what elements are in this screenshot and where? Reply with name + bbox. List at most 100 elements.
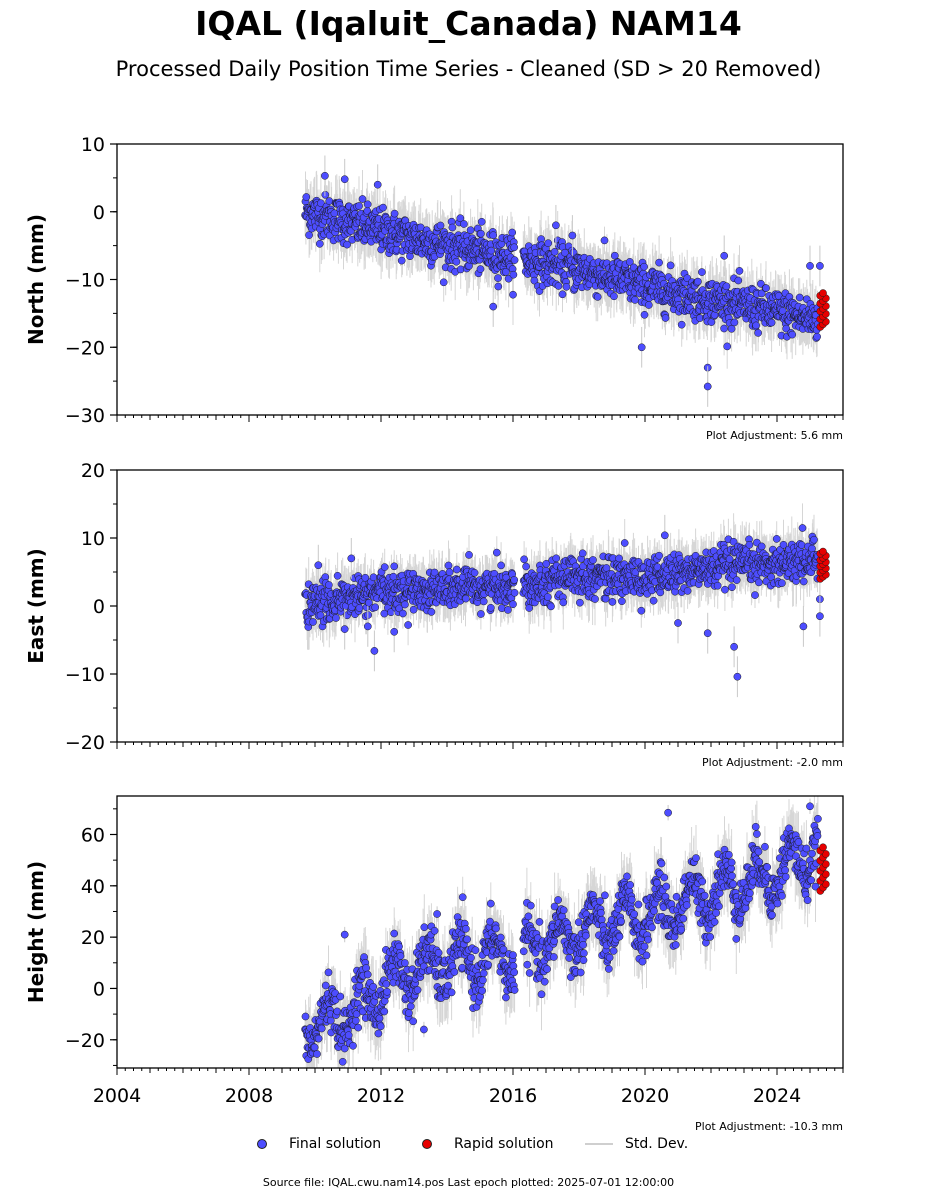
final-point bbox=[462, 924, 470, 933]
final-point bbox=[314, 561, 323, 570]
x-tick-label: 2024 bbox=[753, 1085, 801, 1107]
final-point bbox=[460, 220, 468, 228]
final-point bbox=[333, 1007, 342, 1016]
final-point bbox=[395, 942, 403, 951]
final-point bbox=[309, 618, 317, 626]
final-point bbox=[617, 917, 625, 926]
final-point bbox=[519, 947, 528, 956]
final-point bbox=[508, 228, 517, 237]
final-point bbox=[754, 329, 762, 337]
final-point bbox=[727, 324, 736, 333]
final-point bbox=[732, 576, 741, 584]
final-point bbox=[808, 544, 816, 553]
final-point bbox=[814, 814, 822, 823]
final-point bbox=[729, 880, 738, 888]
final-point bbox=[497, 561, 505, 570]
final-point bbox=[486, 899, 495, 908]
final-point bbox=[510, 243, 519, 252]
chart-title: IQAL (Iqaluit_Canada) NAM14 bbox=[195, 4, 742, 43]
final-point bbox=[816, 612, 824, 621]
final-point bbox=[649, 596, 658, 605]
final-point bbox=[618, 597, 626, 606]
legend-std: Std. Dev. bbox=[585, 1136, 688, 1152]
final-point bbox=[467, 953, 475, 962]
final-point bbox=[479, 976, 487, 985]
final-point bbox=[794, 838, 803, 846]
final-point bbox=[620, 539, 629, 547]
y-tick-label: −10 bbox=[65, 270, 105, 292]
final-point bbox=[703, 382, 712, 391]
final-point bbox=[494, 282, 503, 291]
final-point bbox=[509, 290, 517, 299]
final-point bbox=[525, 969, 534, 977]
y-axis-label: East (mm) bbox=[24, 548, 48, 664]
final-point bbox=[520, 555, 528, 564]
final-point bbox=[354, 1023, 363, 1032]
y-tick-label: 10 bbox=[81, 528, 105, 550]
final-point bbox=[558, 290, 567, 299]
final-point bbox=[321, 171, 329, 180]
final-point bbox=[340, 1044, 349, 1053]
final-point bbox=[456, 214, 465, 223]
final-point bbox=[733, 672, 742, 681]
final-point bbox=[625, 258, 634, 266]
final-point bbox=[452, 257, 461, 266]
final-point bbox=[390, 562, 399, 571]
final-point bbox=[674, 619, 682, 627]
final-point bbox=[477, 229, 485, 238]
final-point bbox=[778, 892, 786, 900]
final-point bbox=[399, 609, 407, 618]
final-point bbox=[601, 891, 609, 900]
final-point bbox=[542, 559, 551, 568]
final-point bbox=[671, 941, 680, 949]
final-point bbox=[644, 301, 653, 309]
final-point bbox=[761, 842, 769, 851]
final-point bbox=[803, 896, 812, 905]
final-point bbox=[767, 318, 776, 327]
final-point bbox=[509, 962, 518, 970]
final-point bbox=[710, 918, 719, 926]
final-point bbox=[326, 1016, 335, 1025]
final-point bbox=[631, 568, 640, 577]
final-point bbox=[640, 262, 648, 271]
final-point bbox=[355, 604, 364, 612]
final-point bbox=[390, 929, 399, 938]
final-point bbox=[409, 1017, 418, 1026]
plot-adjustment-label: Plot Adjustment: -2.0 mm bbox=[702, 756, 843, 769]
final-point bbox=[597, 908, 605, 917]
final-point bbox=[355, 202, 363, 210]
final-point bbox=[730, 318, 739, 327]
final-point bbox=[580, 949, 588, 958]
final-point bbox=[486, 917, 494, 926]
final-point bbox=[502, 268, 510, 276]
final-point bbox=[745, 540, 754, 549]
final-point bbox=[427, 608, 436, 616]
final-point bbox=[763, 863, 772, 871]
final-point bbox=[795, 293, 804, 302]
final-point bbox=[723, 342, 732, 351]
final-point bbox=[715, 902, 723, 911]
final-point bbox=[333, 571, 342, 580]
final-point bbox=[336, 992, 345, 1001]
final-point bbox=[510, 256, 519, 264]
final-point bbox=[806, 802, 814, 811]
final-point bbox=[489, 231, 498, 240]
final-point bbox=[404, 621, 412, 629]
final-point bbox=[486, 603, 495, 612]
final-point bbox=[365, 598, 373, 607]
panel-0-data bbox=[301, 155, 830, 407]
rapid-point bbox=[819, 547, 827, 556]
final-point bbox=[343, 240, 351, 249]
final-point bbox=[380, 1007, 389, 1016]
final-point bbox=[631, 296, 639, 304]
final-point bbox=[325, 581, 333, 589]
legend: Final solution Rapid solution Std. Dev. bbox=[0, 1136, 937, 1158]
final-point bbox=[301, 1012, 310, 1021]
y-axis-label: North (mm) bbox=[24, 214, 48, 345]
final-point bbox=[355, 982, 364, 990]
source-footer: Source file: IQAL.cwu.nam14.pos Last epo… bbox=[262, 1176, 675, 1189]
final-point bbox=[757, 289, 766, 298]
x-tick-label: 2004 bbox=[93, 1085, 141, 1107]
y-tick-label: 0 bbox=[93, 978, 105, 1000]
final-point bbox=[601, 594, 610, 603]
